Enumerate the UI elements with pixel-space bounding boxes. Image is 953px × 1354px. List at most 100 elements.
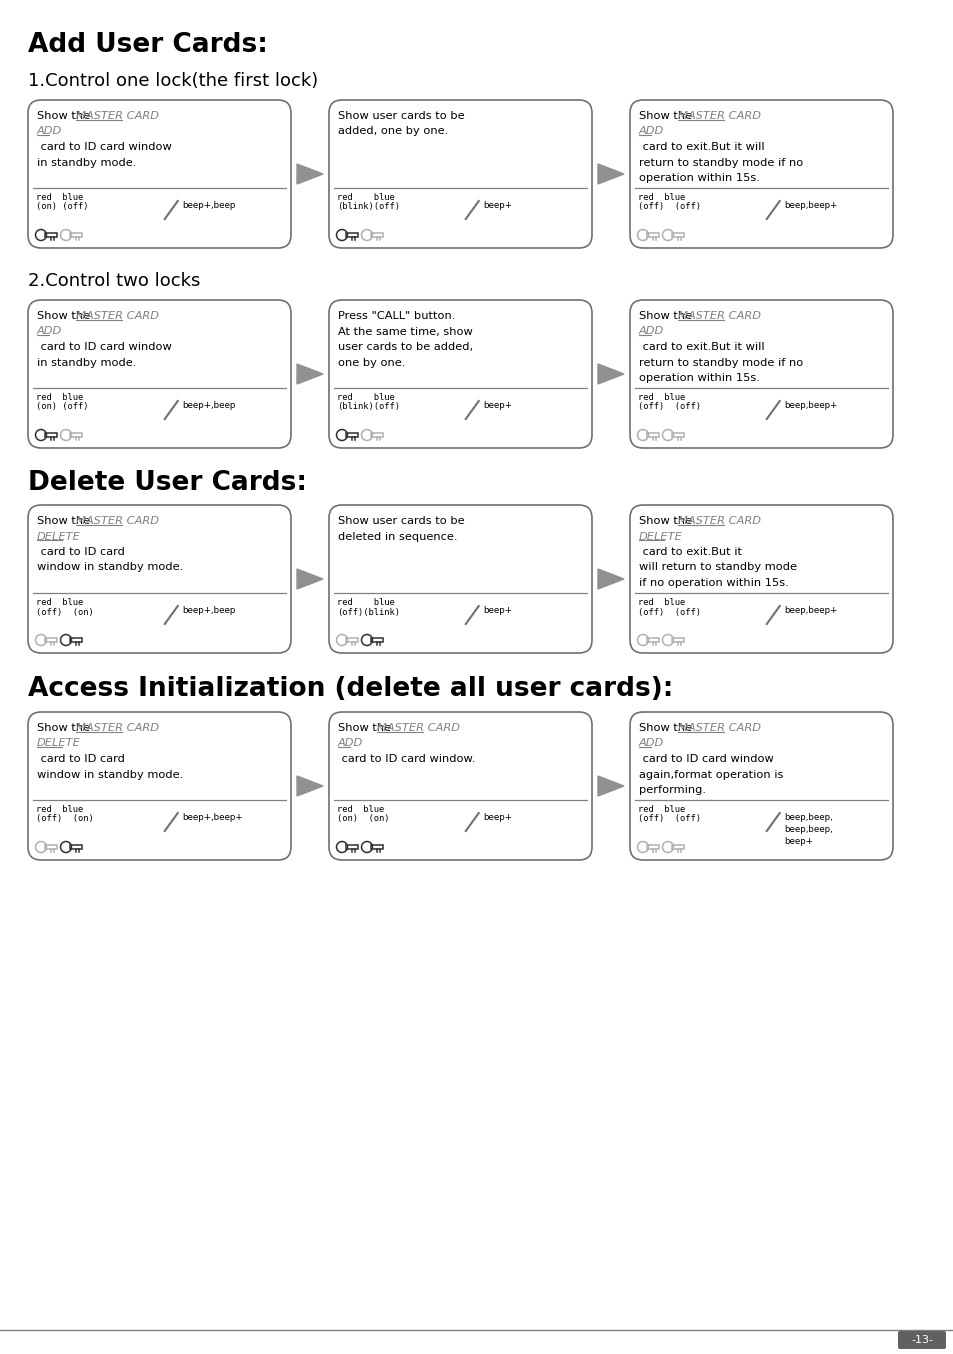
Text: card to ID card window: card to ID card window [639,754,773,764]
Text: beep+,beep: beep+,beep [182,607,234,615]
Polygon shape [598,364,623,385]
Text: again,format operation is: again,format operation is [639,769,782,780]
FancyBboxPatch shape [329,301,592,448]
Text: card to exit.But it will: card to exit.But it will [639,343,763,352]
Polygon shape [598,164,623,184]
Text: in standby mode.: in standby mode. [37,357,136,367]
Bar [371,638,383,642]
Text: (off)  (off): (off) (off) [638,815,700,823]
Text: Show user cards to be: Show user cards to be [337,111,464,121]
Bar [346,638,358,642]
Text: Show the: Show the [639,311,695,321]
Text: card to exit.But it will: card to exit.But it will [639,142,763,152]
Text: (off)  (off): (off) (off) [638,203,700,211]
Text: red  blue: red blue [638,194,684,202]
Text: red  blue: red blue [638,598,684,607]
Text: (off)  (off): (off) (off) [638,608,700,616]
Text: Show the: Show the [337,723,395,733]
Text: beep,beep+: beep,beep+ [783,200,837,210]
Text: one by one.: one by one. [337,357,405,367]
Text: Access Initialization (delete all user cards):: Access Initialization (delete all user c… [28,676,673,701]
Bar [672,233,684,237]
Polygon shape [598,776,623,796]
Bar [71,638,82,642]
Text: red  blue: red blue [638,806,684,814]
Bar [672,433,684,437]
Text: MASTER CARD: MASTER CARD [678,311,760,321]
Text: Show user cards to be: Show user cards to be [337,516,464,525]
Text: beep,beep,
beep,beep,
beep+: beep,beep, beep,beep, beep+ [783,812,832,846]
Text: beep+: beep+ [482,200,511,210]
Bar [46,233,57,237]
Polygon shape [296,569,323,589]
FancyBboxPatch shape [629,100,892,248]
Bar [647,433,659,437]
FancyBboxPatch shape [629,712,892,860]
Text: (off)  (on): (off) (on) [36,608,93,616]
Text: (on) (off): (on) (off) [36,203,89,211]
Text: ADD: ADD [37,126,62,137]
Text: window in standby mode.: window in standby mode. [37,562,183,573]
Text: beep+: beep+ [482,812,511,822]
Bar [371,845,383,849]
Text: MASTER CARD: MASTER CARD [377,723,460,733]
Text: ADD: ADD [337,738,363,749]
Text: red    blue: red blue [336,598,395,607]
Polygon shape [296,364,323,385]
Text: ADD: ADD [37,326,62,337]
Text: ADD: ADD [639,326,663,337]
Text: beep+: beep+ [482,607,511,615]
FancyBboxPatch shape [897,1331,945,1349]
Text: operation within 15s.: operation within 15s. [639,372,760,383]
Text: if no operation within 15s.: if no operation within 15s. [639,578,788,588]
Polygon shape [296,776,323,796]
Text: Show the: Show the [639,516,695,525]
Text: Show the: Show the [639,111,695,121]
Text: red  blue: red blue [638,393,684,402]
FancyBboxPatch shape [28,100,291,248]
Text: (on) (off): (on) (off) [36,402,89,412]
Bar [647,845,659,849]
Polygon shape [296,164,323,184]
Bar [46,638,57,642]
Text: (off)(blink): (off)(blink) [336,608,399,616]
FancyBboxPatch shape [629,505,892,653]
Text: return to standby mode if no: return to standby mode if no [639,157,802,168]
Text: DELETE: DELETE [37,532,81,542]
Text: Press "CALL" button.: Press "CALL" button. [337,311,455,321]
Text: red    blue: red blue [336,194,395,202]
Text: card to ID card: card to ID card [37,547,125,556]
Text: card to ID card window: card to ID card window [37,142,172,152]
Text: beep+,beep+: beep+,beep+ [182,812,242,822]
Text: return to standby mode if no: return to standby mode if no [639,357,802,367]
Bar [71,433,82,437]
Text: MASTER CARD: MASTER CARD [76,111,159,121]
Text: Show the: Show the [37,111,93,121]
Text: beep+,beep: beep+,beep [182,200,234,210]
Text: MASTER CARD: MASTER CARD [76,723,159,733]
Bar [346,433,358,437]
Text: DELETE: DELETE [37,738,81,749]
Text: card to exit.But it: card to exit.But it [639,547,741,556]
Text: MASTER CARD: MASTER CARD [678,723,760,733]
Text: beep,beep+: beep,beep+ [783,401,837,410]
Text: red  blue: red blue [36,598,83,607]
Text: added, one by one.: added, one by one. [337,126,448,137]
FancyBboxPatch shape [28,505,291,653]
Text: Add User Cards:: Add User Cards: [28,32,268,58]
Text: ADD: ADD [639,738,663,749]
Text: in standby mode.: in standby mode. [37,157,136,168]
Text: DELETE: DELETE [639,532,682,542]
Text: performing.: performing. [639,785,705,795]
Text: 2.Control two locks: 2.Control two locks [28,272,200,290]
FancyBboxPatch shape [629,301,892,448]
FancyBboxPatch shape [329,100,592,248]
Text: card to ID card window: card to ID card window [37,343,172,352]
Bar [371,233,383,237]
Text: beep+,beep: beep+,beep [182,401,234,410]
Bar [647,638,659,642]
Text: MASTER CARD: MASTER CARD [76,311,159,321]
Text: card to ID card: card to ID card [37,754,125,764]
Text: Show the: Show the [37,723,93,733]
Text: At the same time, show: At the same time, show [337,326,473,337]
